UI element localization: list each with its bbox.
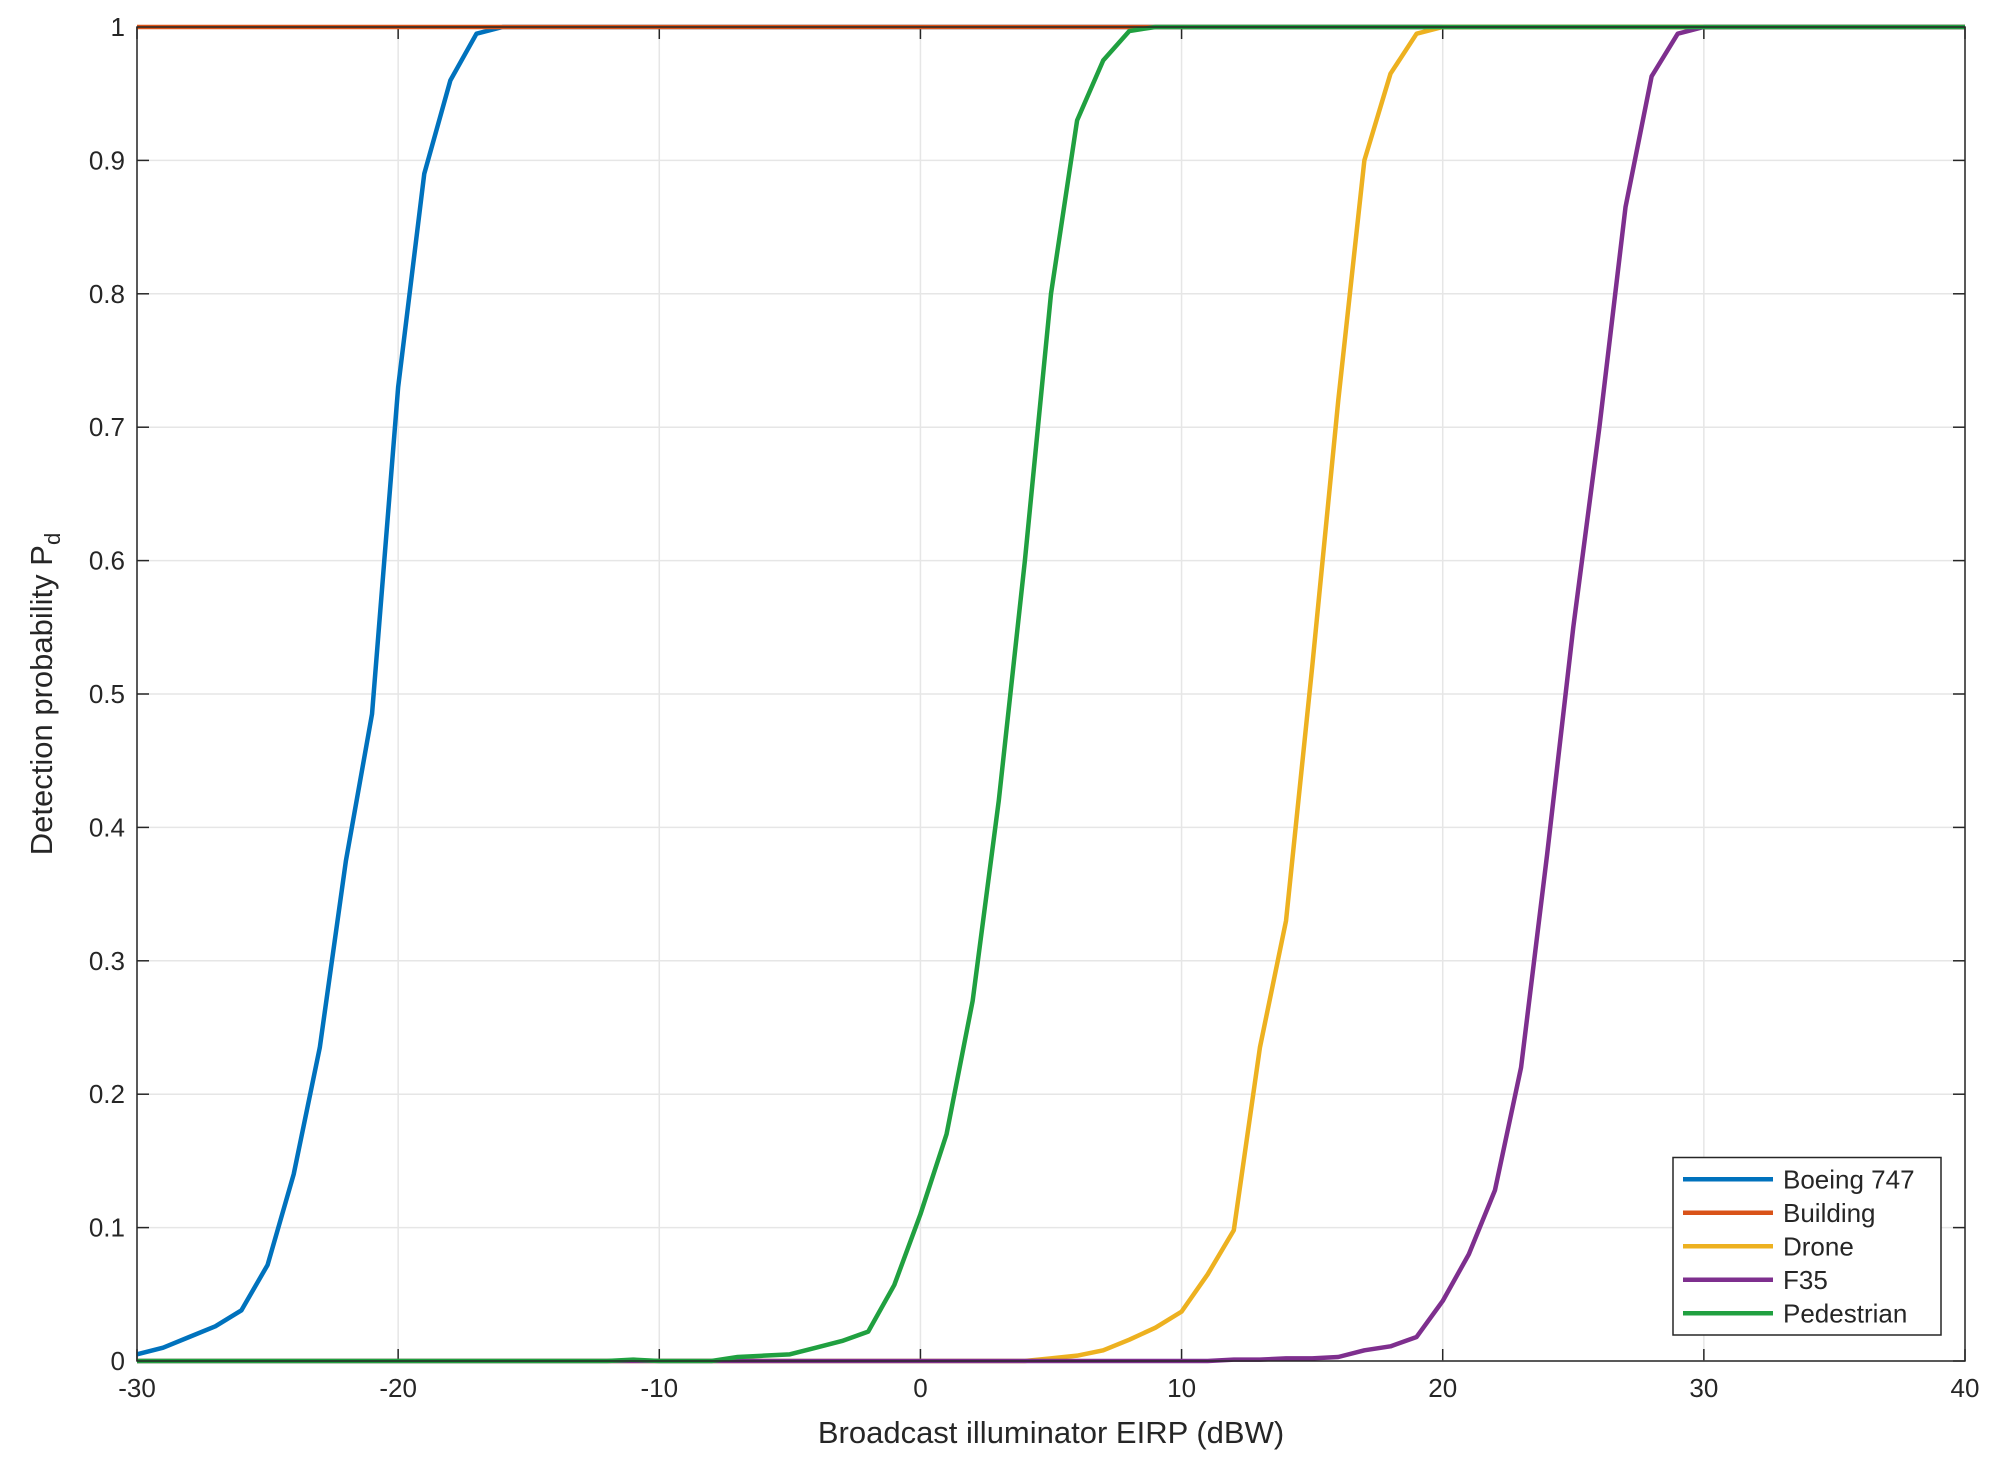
y-tick-label: 0.4 <box>89 812 125 842</box>
x-tick-label: -30 <box>118 1373 156 1403</box>
y-axis-label-main: Detection probability P <box>24 545 59 855</box>
y-tick-label: 0.5 <box>89 679 125 709</box>
x-tick-label: 10 <box>1167 1373 1196 1403</box>
y-tick-label: 0.7 <box>89 412 125 442</box>
axes-box <box>136 26 1966 1362</box>
x-tick-label: 0 <box>913 1373 927 1403</box>
y-tick-label: 0.3 <box>89 946 125 976</box>
y-tick-label: 0.6 <box>89 546 125 576</box>
x-tick-label: 30 <box>1689 1373 1718 1403</box>
y-tick-label: 0.9 <box>89 145 125 175</box>
legend-label: Drone <box>1783 1231 1854 1261</box>
y-tick-label: 1 <box>111 12 125 42</box>
y-tick-label: 0.8 <box>89 279 125 309</box>
legend-label: Boeing 747 <box>1783 1164 1915 1194</box>
y-tick-label: 0 <box>111 1346 125 1376</box>
legend-label: Pedestrian <box>1783 1298 1907 1328</box>
x-tick-label: 20 <box>1428 1373 1457 1403</box>
x-tick-label: -20 <box>379 1373 417 1403</box>
y-axis-label: Detection probability Pd <box>24 533 65 855</box>
y-tick-label: 0.2 <box>89 1079 125 1109</box>
legend-label: F35 <box>1783 1265 1828 1295</box>
y-axis-label-subscript: d <box>40 533 65 545</box>
x-tick-label: 40 <box>1951 1373 1980 1403</box>
x-axis-label: Broadcast illuminator EIRP (dBW) <box>818 1415 1284 1450</box>
x-tick-label: -10 <box>640 1373 678 1403</box>
y-tick-label: 0.1 <box>89 1213 125 1243</box>
legend-label: Building <box>1783 1198 1876 1228</box>
